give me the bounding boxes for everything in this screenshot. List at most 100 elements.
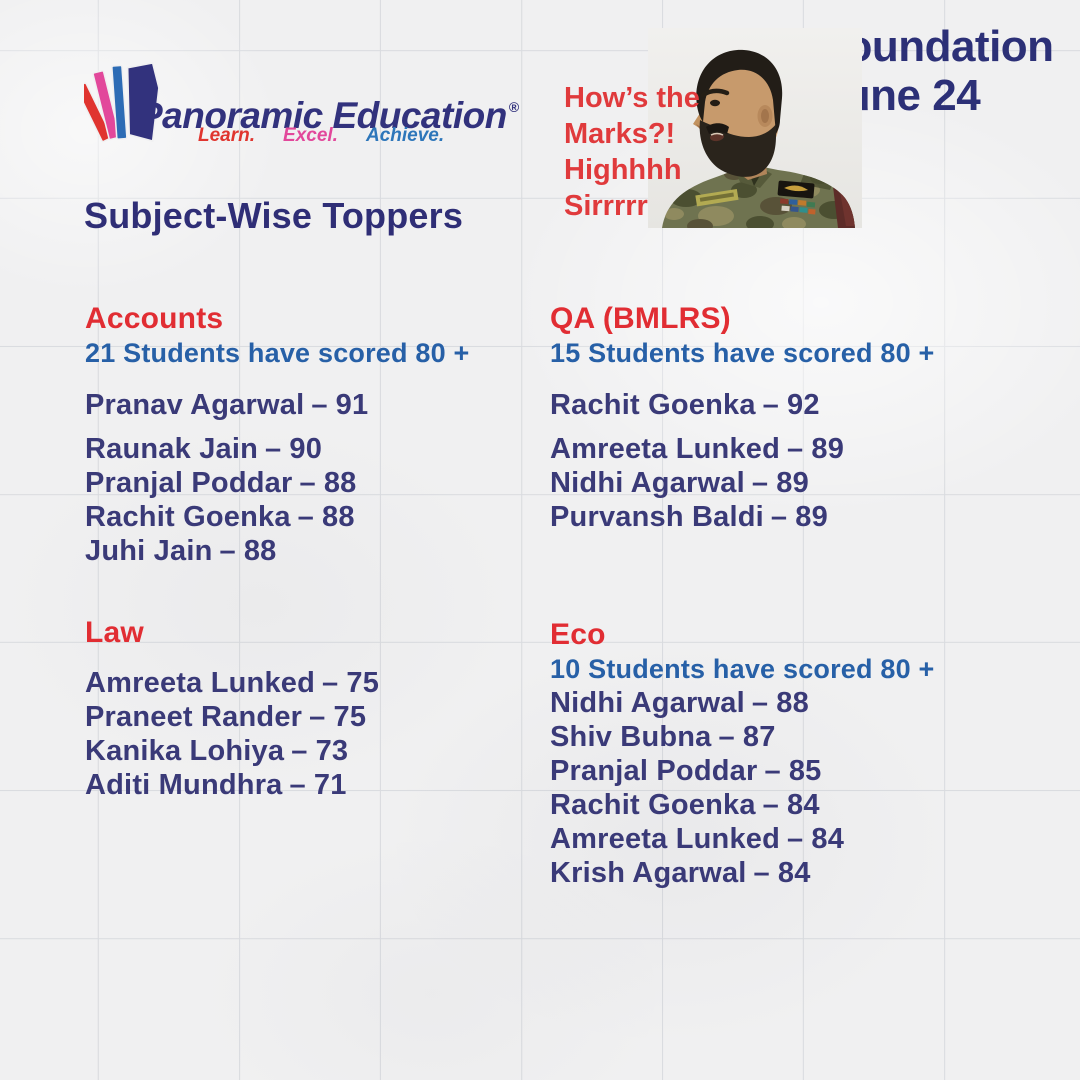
topper-row: Nidhi Agarwal –89 xyxy=(550,466,1070,500)
brand-name: Panoramic Education ® xyxy=(138,86,519,136)
score-separator: – xyxy=(297,501,315,533)
tagline-learn: Learn. xyxy=(198,125,256,146)
topper-row: Raunak Jain –90 xyxy=(85,432,535,466)
toppers-list: Pranav Agarwal –91 Raunak Jain –90 Pranjal… xyxy=(85,388,535,568)
meme-caption-line: Highhhh xyxy=(564,154,682,186)
topper-score: 88 xyxy=(322,501,355,533)
score-separator: – xyxy=(289,769,306,801)
score-separator: – xyxy=(751,467,769,499)
tagline-excel: Excel. xyxy=(283,125,338,146)
section-heading: Accounts xyxy=(85,302,224,335)
topper-row: Amreeta Lunked –89 xyxy=(550,432,1070,466)
topper-score: 89 xyxy=(795,501,828,533)
score-separator: – xyxy=(219,535,236,567)
topper-score: 91 xyxy=(335,389,369,421)
topper-row: Pranjal Poddar –85 xyxy=(550,754,1070,788)
topper-name: Amreeta Lunked xyxy=(550,433,781,465)
topper-name: Aditi Mundhra xyxy=(85,769,283,801)
topper-row: Kanika Lohiya –73 xyxy=(85,734,535,768)
brand-tagline: Learn. Excel. Achieve. xyxy=(198,124,444,148)
section-qa-bmlrs: QA (BMLRS) 15 Students have scored 80 + … xyxy=(550,302,1070,534)
toppers-list: Rachit Goenka –92 Amreeta Lunked –89 Nidhi… xyxy=(550,388,1070,534)
score-separator: – xyxy=(762,389,780,421)
topper-score: 84 xyxy=(777,857,811,889)
section-heading: Eco xyxy=(550,618,606,651)
registered-trademark-symbol: ® xyxy=(508,99,519,115)
topper-score: 87 xyxy=(742,721,776,753)
section-subtitle: 15 Students have scored 80 + xyxy=(550,338,935,368)
topper-score: 88 xyxy=(776,687,809,719)
section-subtitle: 21 Students have scored 80 + xyxy=(85,338,470,368)
meme-caption-line: How’s the xyxy=(564,82,700,114)
topper-score: 90 xyxy=(289,433,323,465)
score-separator: – xyxy=(322,667,339,699)
topper-row: Rachit Goenka –92 xyxy=(550,388,1070,422)
score-separator: – xyxy=(764,755,781,787)
topper-name: Nidhi Agarwal xyxy=(550,687,745,719)
topper-score: 92 xyxy=(787,389,820,421)
topper-row: Krish Agarwal –84 xyxy=(550,856,1070,890)
section-law: Law Amreeta Lunked –75 Praneet Rander –75 … xyxy=(85,616,535,802)
topper-score: 73 xyxy=(315,735,349,767)
score-separator: – xyxy=(291,735,308,767)
topper-score: 88 xyxy=(243,535,277,567)
score-separator: – xyxy=(753,857,770,889)
topper-name: Pranjal Poddar xyxy=(85,467,293,499)
brand-logo-book-icon xyxy=(84,62,160,143)
topper-row: Pranjal Poddar –88 xyxy=(85,466,535,500)
topper-name: Rachit Goenka xyxy=(550,389,756,421)
topper-name: Amreeta Lunked xyxy=(550,823,781,855)
score-separator: – xyxy=(787,433,804,465)
topper-row: Rachit Goenka –88 xyxy=(85,500,535,534)
topper-name: Nidhi Agarwal xyxy=(550,467,745,499)
topper-name: Rachit Goenka xyxy=(550,789,756,821)
topper-row: Purvansh Baldi –89 xyxy=(550,500,1070,534)
score-separator: – xyxy=(718,721,735,753)
section-subtitle: 10 Students have scored 80 + xyxy=(550,654,935,684)
topper-row: Rachit Goenka –84 xyxy=(550,788,1070,822)
brand-name-text: Panoramic Education xyxy=(138,95,507,136)
section-accounts: Accounts 21 Students have scored 80 + Pr… xyxy=(85,302,535,568)
section-eco: Eco 10 Students have scored 80 + Nidhi A… xyxy=(550,618,1070,890)
topper-name: Krish Agarwal xyxy=(550,857,747,889)
score-separator: – xyxy=(751,687,769,719)
meme-caption-line: Marks?! xyxy=(564,118,676,150)
toppers-list: Amreeta Lunked –75 Praneet Rander –75 Kani… xyxy=(85,666,535,802)
topper-name: Praneet Rander xyxy=(85,701,303,733)
topper-score: 71 xyxy=(313,769,347,801)
topper-row: Pranav Agarwal –91 xyxy=(85,388,535,422)
tagline-achieve: Achieve. xyxy=(365,125,445,146)
topper-row: Nidhi Agarwal –88 xyxy=(550,686,1070,720)
topper-name: Rachit Goenka xyxy=(85,501,291,533)
topper-score: 89 xyxy=(776,467,809,499)
meme-caption: How’s the Marks?! Highhhh Sirrrrr xyxy=(564,80,700,224)
topper-name: Pranav Agarwal xyxy=(85,389,305,421)
score-separator: – xyxy=(309,701,326,733)
topper-row: Shiv Bubna –87 xyxy=(550,720,1070,754)
score-separator: – xyxy=(299,467,316,499)
topper-name: Kanika Lohiya xyxy=(85,735,285,767)
topper-row: Juhi Jain –88 xyxy=(85,534,535,568)
score-separator: – xyxy=(311,389,328,421)
score-separator: – xyxy=(265,433,282,465)
section-heading: QA (BMLRS) xyxy=(550,302,731,335)
topper-row: Praneet Rander –75 xyxy=(85,700,535,734)
score-separator: – xyxy=(762,789,780,821)
topper-score: 75 xyxy=(346,667,380,699)
topper-score: 84 xyxy=(811,823,845,855)
meme-photo xyxy=(648,28,862,228)
topper-score: 84 xyxy=(787,789,820,821)
meme-caption-line: Sirrrrr xyxy=(564,190,648,222)
topper-name: Amreeta Lunked xyxy=(85,667,316,699)
topper-score: 89 xyxy=(811,433,845,465)
meme-person-image xyxy=(648,28,862,228)
topper-name: Purvansh Baldi xyxy=(550,501,764,533)
topper-name: Juhi Jain xyxy=(85,535,213,567)
topper-name: Pranjal Poddar xyxy=(550,755,758,787)
topper-row: Amreeta Lunked –75 xyxy=(85,666,535,700)
topper-row: Amreeta Lunked –84 xyxy=(550,822,1070,856)
topper-score: 88 xyxy=(323,467,357,499)
topper-score: 75 xyxy=(333,701,367,733)
page-title: Subject-Wise Toppers xyxy=(84,195,464,236)
topper-name: Raunak Jain xyxy=(85,433,259,465)
